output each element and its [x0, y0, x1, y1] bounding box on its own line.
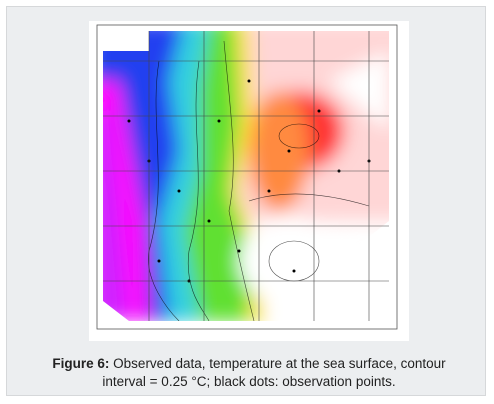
temperature-map	[89, 21, 409, 341]
caption-text: Observed data, temperature at the sea su…	[102, 356, 446, 389]
figure-label: Figure 6:	[52, 356, 110, 371]
figure-frame: Figure 6: Observed data, temperature at …	[6, 6, 486, 396]
figure-caption: Figure 6: Observed data, temperature at …	[29, 355, 469, 391]
